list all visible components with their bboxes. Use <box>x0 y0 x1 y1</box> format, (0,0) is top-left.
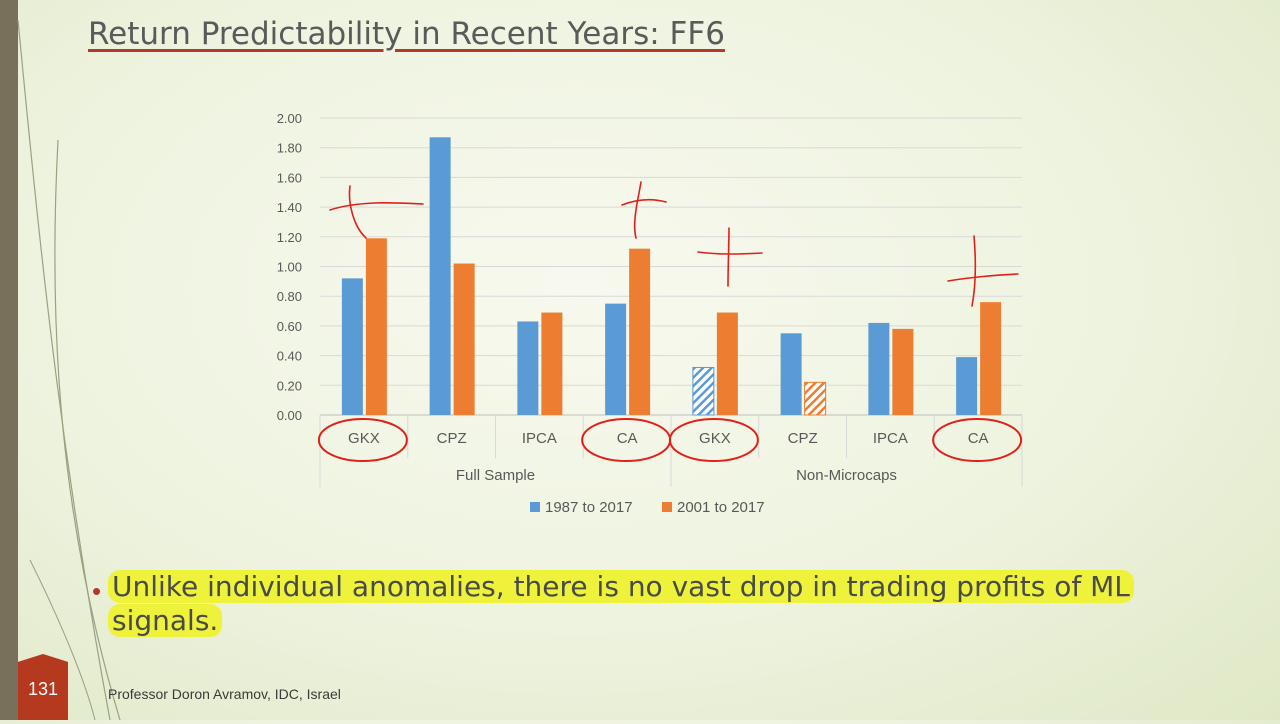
annotation-cross <box>329 185 424 239</box>
bullet-dot-icon: • <box>92 576 102 606</box>
y-tick-label: 0.20 <box>277 378 302 393</box>
y-tick-label: 0.60 <box>277 319 302 334</box>
bullet-point: • Unlike individual anomalies, there is … <box>92 570 1220 638</box>
bar-series1 <box>517 321 539 415</box>
y-tick-label: 0.40 <box>277 349 302 364</box>
left-accent-bar <box>0 0 18 720</box>
x-group-label: Full Sample <box>456 467 535 484</box>
y-tick-label: 1.20 <box>277 230 302 245</box>
annotation-circle <box>668 418 759 462</box>
y-tick-label: 0.00 <box>277 408 302 423</box>
bar-series2 <box>804 381 827 416</box>
annotation-cross <box>697 227 763 287</box>
x-category-label: CA <box>968 430 989 447</box>
legend-swatch <box>530 502 540 512</box>
y-tick-label: 2.00 <box>277 111 302 126</box>
legend-swatch <box>662 502 672 512</box>
bar-series1 <box>692 366 715 416</box>
x-category-label: CPZ <box>788 430 818 447</box>
bar-series1 <box>956 357 978 415</box>
slide-number: 131 <box>18 654 68 720</box>
bullet-text: Unlike individual anomalies, there is no… <box>108 570 1134 637</box>
x-category-label: GKX <box>699 430 731 447</box>
x-category-label: IPCA <box>873 430 908 447</box>
y-tick-label: 1.80 <box>277 141 302 156</box>
bar-series1 <box>429 137 451 415</box>
x-category-label: CA <box>617 430 638 447</box>
x-group-label: Non-Microcaps <box>796 467 897 484</box>
bar-series1 <box>868 322 890 415</box>
bar-series2 <box>453 263 475 415</box>
y-tick-label: 0.80 <box>277 289 302 304</box>
x-category-label: IPCA <box>522 430 557 447</box>
annotation-circle <box>932 418 1023 462</box>
x-category-label: CPZ <box>437 430 467 447</box>
y-tick-label: 1.40 <box>277 200 302 215</box>
annotation-cross <box>621 181 667 239</box>
slide-title: Return Predictability in Recent Years: F… <box>88 16 725 52</box>
x-category-label: GKX <box>348 430 380 447</box>
y-tick-label: 1.60 <box>277 170 302 185</box>
bar-series2 <box>892 328 914 415</box>
bar-series2 <box>980 302 1002 415</box>
bar-series1 <box>341 278 363 415</box>
footer-text: Professor Doron Avramov, IDC, Israel <box>108 686 341 702</box>
y-tick-label: 1.00 <box>277 260 302 275</box>
bar-series2 <box>365 238 387 415</box>
bar-series2 <box>541 312 563 415</box>
legend-label: 1987 to 2017 <box>545 499 633 516</box>
annotation-cross <box>947 235 1019 307</box>
bar-series1 <box>605 303 627 415</box>
bar-series2 <box>629 248 651 415</box>
annotation-circle <box>317 418 408 462</box>
legend-label: 2001 to 2017 <box>677 499 765 516</box>
bar-series2 <box>716 312 738 415</box>
bar-series1 <box>780 333 802 415</box>
